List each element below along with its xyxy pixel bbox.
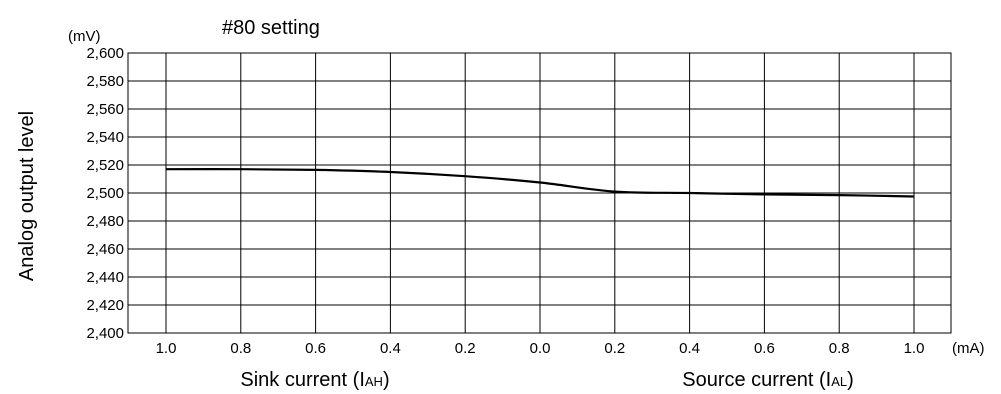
- y-unit-label: (mV): [68, 28, 101, 45]
- y-tick-label: 2,560: [86, 101, 124, 118]
- y-tick-label: 2,460: [86, 241, 124, 258]
- y-tick-label: 2,520: [86, 157, 124, 174]
- x-group-label-source: Source current (IAL): [682, 369, 854, 391]
- y-tick-label: 2,600: [86, 45, 124, 62]
- x-tick-label: 0.2: [604, 340, 625, 357]
- plot-area-frame: [127, 52, 952, 334]
- x-group-label-sink: Sink current (IAH): [240, 369, 389, 391]
- y-tick-labels: 2,400 2,420 2,440 2,460 2,480 2,500 2,520 2,540…: [86, 45, 124, 342]
- y-tick-label: 2,480: [86, 213, 124, 230]
- y-tick-label: 2,400: [86, 325, 124, 342]
- x-tick-label: 1.0: [156, 340, 177, 357]
- x-tick-labels: 1.0 0.8 0.6 0.4 0.2 0.0 0.2 0.4 0.6 0.8 1.0: [156, 340, 925, 357]
- y-tick-label: 2,540: [86, 129, 124, 146]
- series-line: [165, 168, 915, 198]
- x-tick-label: 1.0: [904, 340, 925, 357]
- x-tick-label: 0.2: [455, 340, 476, 357]
- y-tick-label: 2,500: [86, 185, 124, 202]
- x-tick-label: 0.4: [380, 340, 401, 357]
- y-tick-label: 2,580: [86, 73, 124, 90]
- y-axis-label: Analog output level: [16, 111, 38, 281]
- x-tick-label: 0.8: [230, 340, 251, 357]
- series-lines: [165, 168, 915, 198]
- y-tick-label: 2,440: [86, 269, 124, 286]
- x-tick-label: 0.4: [679, 340, 700, 357]
- y-tick-label: 2,420: [86, 297, 124, 314]
- x-tick-label: 0.8: [829, 340, 850, 357]
- x-unit-label: (mA): [952, 340, 985, 357]
- x-tick-label: 0.6: [305, 340, 326, 357]
- x-tick-label: 0.0: [530, 340, 551, 357]
- grid-lines: [128, 52, 951, 334]
- chart-title: #80 setting: [222, 17, 320, 39]
- x-tick-label: 0.6: [754, 340, 775, 357]
